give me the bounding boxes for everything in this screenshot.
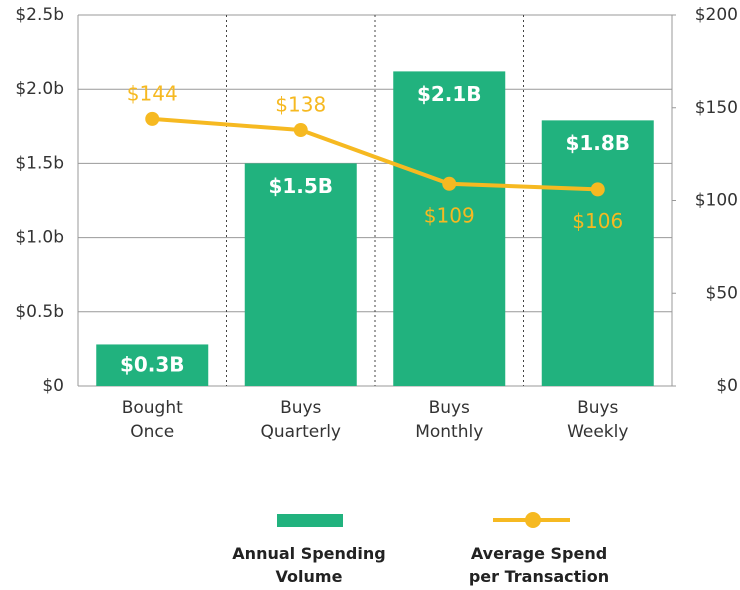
legend-marker <box>525 512 541 528</box>
line-marker <box>145 111 160 126</box>
y2-tick-label: $0 <box>716 376 738 396</box>
y2-tick-label: $150 <box>695 98 738 118</box>
line-marker <box>442 176 457 191</box>
y2-tick-label: $50 <box>706 283 738 303</box>
y-tick-label: $2.5b <box>15 5 64 25</box>
bar-value-label: $0.3B <box>120 353 185 377</box>
y-tick-label: $2.0b <box>15 79 64 99</box>
y2-tick-label: $100 <box>695 191 738 211</box>
bar-value-label: $2.1B <box>417 82 482 106</box>
line-value-label: $109 <box>424 203 475 227</box>
bar-value-label: $1.8B <box>565 131 630 155</box>
x-tick-label: Buys Monthly <box>415 398 484 442</box>
legend-swatch <box>277 514 343 527</box>
y-tick-label: $0.5b <box>15 302 64 322</box>
y-tick-label: $0 <box>42 376 64 396</box>
bar <box>541 120 654 386</box>
x-tick-label: Buys Weekly <box>567 398 629 442</box>
line <box>152 116 598 192</box>
line-marker <box>293 123 308 138</box>
line-value-label: $106 <box>572 209 623 233</box>
y2-tick-label: $200 <box>695 5 738 25</box>
bar <box>96 344 209 386</box>
y-tick-label: $1.5b <box>15 153 64 173</box>
x-tick-label: Buys Quarterly <box>260 398 341 442</box>
line-value-label: $138 <box>275 93 326 117</box>
line-marker <box>590 182 605 197</box>
x-tick-label: Bought Once <box>121 398 183 442</box>
legend-label: Average Spend per Transaction <box>468 544 610 586</box>
y-tick-label: $1.0b <box>15 228 64 248</box>
bar <box>244 163 357 386</box>
line-value-label: $144 <box>127 81 178 105</box>
legend-label: Annual Spending Volume <box>232 544 386 586</box>
bar-value-label: $1.5B <box>268 174 333 198</box>
bar <box>393 71 506 386</box>
